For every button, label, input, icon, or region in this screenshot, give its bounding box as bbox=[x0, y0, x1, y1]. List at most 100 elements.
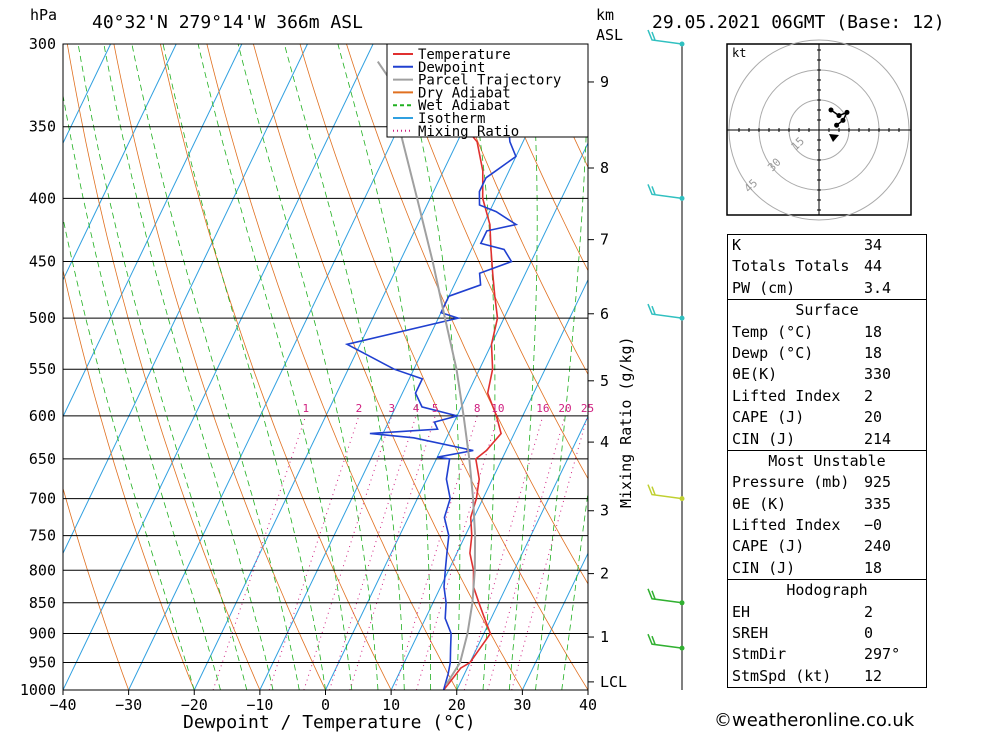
mu-cape-value: 240 bbox=[864, 537, 892, 556]
km-tick-label: 3 bbox=[600, 502, 609, 520]
legend-entry: Dewpoint bbox=[418, 60, 485, 76]
x-tick-label: −40 bbox=[49, 696, 76, 714]
dry-adiabat-line bbox=[206, 44, 458, 690]
isotherm-line bbox=[456, 415, 588, 690]
dry-adiabat-line bbox=[439, 44, 588, 376]
hodograph-point bbox=[844, 109, 850, 115]
sreh-label: SREH bbox=[732, 624, 769, 643]
mixing-ratio-line bbox=[349, 415, 436, 690]
isotherm-line bbox=[63, 44, 308, 555]
mu-theta-value: 335 bbox=[864, 494, 892, 513]
isotherm-line bbox=[128, 44, 440, 690]
wind-barb-flag bbox=[651, 186, 656, 195]
isotherm-line bbox=[63, 44, 177, 281]
pressure-tick-label: 550 bbox=[29, 360, 56, 378]
pressure-tick-label: 350 bbox=[29, 118, 56, 136]
surface-dewp-value: 18 bbox=[864, 343, 883, 362]
wind-barb-dot bbox=[679, 496, 685, 502]
surface-theta-label: θE(K) bbox=[732, 365, 778, 384]
legend-entry: Isotherm bbox=[418, 111, 485, 127]
km-tick-label: 9 bbox=[600, 73, 609, 91]
pressure-tick-label: 400 bbox=[29, 189, 56, 207]
km-tick-label: 7 bbox=[600, 231, 609, 249]
wind-barb bbox=[647, 184, 683, 200]
pressure-tick-label: 1000 bbox=[20, 681, 56, 699]
wind-barb-dot bbox=[679, 41, 685, 47]
storm-motion-arrow-icon bbox=[829, 134, 839, 142]
wind-barb bbox=[647, 588, 683, 604]
mixing-ratio-line bbox=[511, 415, 588, 690]
isotherm-line bbox=[193, 44, 505, 690]
surface-theta-value: 330 bbox=[864, 365, 892, 384]
km-tick-label: 6 bbox=[600, 305, 609, 323]
wind-barb bbox=[647, 484, 683, 500]
mixing-ratio-line bbox=[487, 415, 566, 690]
legend-entry: Parcel Trajectory bbox=[418, 73, 561, 89]
hodograph-point bbox=[840, 117, 846, 123]
surface-li-value: 2 bbox=[864, 386, 874, 405]
mu-cin-label: CIN (J) bbox=[732, 558, 796, 577]
wind-barb bbox=[647, 633, 683, 649]
mu-cin-value: 18 bbox=[864, 558, 883, 577]
mixing-ratio-label: 20 bbox=[558, 402, 571, 415]
dry-adiabat-line bbox=[951, 44, 1000, 690]
pressure-tick-label: 850 bbox=[29, 594, 56, 612]
wet-adiabat-line bbox=[535, 61, 588, 690]
parcel-trajectory-series-line bbox=[376, 61, 477, 686]
wet-adiabat-line bbox=[587, 687, 588, 690]
pw-value: 3.4 bbox=[864, 278, 892, 297]
x-tick-label: 20 bbox=[448, 696, 466, 714]
totals-totals-value: 44 bbox=[864, 257, 883, 276]
wet-adiabat-line bbox=[63, 216, 195, 690]
km-tick-label: 8 bbox=[600, 159, 609, 177]
isotherm-line bbox=[325, 141, 588, 690]
wind-barb bbox=[647, 303, 683, 319]
eh-label: EH bbox=[732, 602, 751, 621]
dewpoint-series-line bbox=[344, 44, 519, 690]
km-tick-label: 4 bbox=[600, 433, 609, 451]
x-tick-label: 10 bbox=[382, 696, 400, 714]
dry-adiabat-line bbox=[392, 44, 588, 480]
mixing-ratio-label: 2 bbox=[356, 402, 363, 415]
credit-link[interactable]: ©weatheronline.co.uk bbox=[714, 710, 915, 731]
x-tick-label: 0 bbox=[321, 696, 330, 714]
stmspd-label: StmSpd (kt) bbox=[732, 666, 832, 685]
isotherm-line bbox=[259, 44, 571, 690]
km-tick-label: 1 bbox=[600, 628, 609, 646]
wet-adiabat-line bbox=[197, 44, 353, 690]
hodograph-point bbox=[834, 122, 840, 128]
mixing-ratio-label: 5 bbox=[432, 402, 439, 415]
wind-barb-dot bbox=[679, 645, 685, 651]
legend-entry: Dry Adiabat bbox=[418, 85, 511, 101]
x-tick-label: −20 bbox=[181, 696, 208, 714]
surface-cape-value: 20 bbox=[864, 408, 883, 427]
most-unstable-box: Most Unstable Pressure (mb) 925 θE (K) 335… bbox=[727, 450, 927, 581]
mixing-ratio-line bbox=[303, 415, 393, 690]
dry-adiabat-line bbox=[253, 44, 523, 690]
asl-unit-label: ASL bbox=[596, 26, 623, 44]
mu-li-value: −0 bbox=[864, 516, 883, 535]
mu-cape-label: CAPE (J) bbox=[732, 537, 805, 556]
surface-box: Surface Temp (°C) 18 Dewp (°C) 18 θE(K) 330… bbox=[727, 300, 927, 451]
x-tick-label: 30 bbox=[513, 696, 531, 714]
wind-barb bbox=[647, 29, 683, 45]
isotherm-line bbox=[63, 44, 374, 690]
x-tick-label: −30 bbox=[115, 696, 142, 714]
stmspd-value: 12 bbox=[864, 666, 883, 685]
dry-adiabat-line bbox=[63, 486, 129, 690]
pressure-tick-label: 900 bbox=[29, 624, 56, 642]
indices-panel: K 34 Totals Totals 44 PW (cm) 3.4 Surface T… bbox=[727, 234, 927, 689]
x-tick-label: −10 bbox=[246, 696, 273, 714]
hodograph-box: Hodograph EH 2 SREH 0 StmDir 297° StmSpd (k… bbox=[727, 580, 927, 689]
mu-pressure-label: Pressure (mb) bbox=[732, 473, 850, 492]
dry-adiabat-line bbox=[66, 44, 261, 690]
mixing-ratio-label: 3 bbox=[388, 402, 395, 415]
mixing-ratio-label: 4 bbox=[413, 402, 420, 415]
pressure-tick-label: 500 bbox=[29, 309, 56, 327]
mixing-ratio-line bbox=[394, 415, 478, 690]
pressure-tick-label: 800 bbox=[29, 561, 56, 579]
stmdir-label: StmDir bbox=[732, 645, 787, 664]
dry-adiabat-line bbox=[299, 44, 588, 690]
k-index-value: 34 bbox=[864, 236, 883, 254]
